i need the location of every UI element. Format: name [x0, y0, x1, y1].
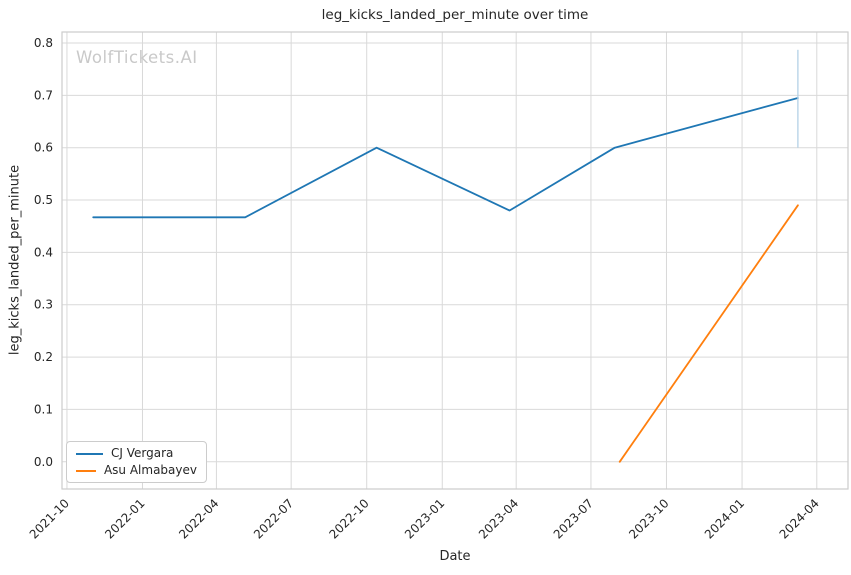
- x-tick-label: 2022-04: [176, 496, 221, 541]
- plot-frame: [61, 31, 849, 490]
- watermark: WolfTickets.AI: [76, 48, 198, 67]
- chart-title: leg_kicks_landed_per_minute over time: [321, 7, 589, 23]
- x-tick-label: 2023-01: [402, 496, 447, 541]
- x-tick-label: 2021-10: [27, 496, 72, 541]
- y-tick-label: 0.7: [34, 88, 53, 102]
- x-tick-label: 2022-07: [251, 496, 296, 541]
- y-tick-label: 0.1: [34, 402, 53, 416]
- x-tick-label: 2024-01: [702, 496, 747, 541]
- legend-label: CJ Vergara: [111, 445, 174, 460]
- y-tick-label: 0.5: [34, 193, 53, 207]
- x-axis-label: Date: [439, 549, 471, 564]
- legend: CJ Vergara Asu Almabayev: [66, 441, 207, 483]
- x-tick-label: 2024-04: [777, 496, 822, 541]
- x-tick-label: 2023-04: [476, 496, 521, 541]
- x-tick-label: 2023-07: [551, 496, 596, 541]
- y-tick-label: 0.6: [34, 141, 53, 155]
- legend-label: Asu Almabayev: [103, 462, 197, 477]
- series-line-cj-vergara: [92, 97, 799, 219]
- x-tick-label: 2022-01: [102, 496, 147, 541]
- x-tick-label: 2022-10: [326, 496, 371, 541]
- legend-swatch: [76, 469, 96, 472]
- series-line-asu-almabayev: [618, 204, 799, 463]
- y-tick-label: 0.0: [34, 455, 53, 469]
- y-axis-label: leg_kicks_landed_per_minute: [7, 164, 23, 356]
- legend-item: CJ Vergara: [76, 445, 197, 460]
- y-tick-label: 0.4: [34, 245, 53, 259]
- y-tick-label: 0.8: [34, 36, 53, 50]
- y-tick-label: 0.3: [34, 298, 53, 312]
- legend-swatch: [76, 452, 103, 455]
- x-tick-label: 2023-10: [626, 496, 671, 541]
- legend-item: Asu Almabayev: [76, 462, 197, 477]
- y-tick-label: 0.2: [34, 350, 53, 364]
